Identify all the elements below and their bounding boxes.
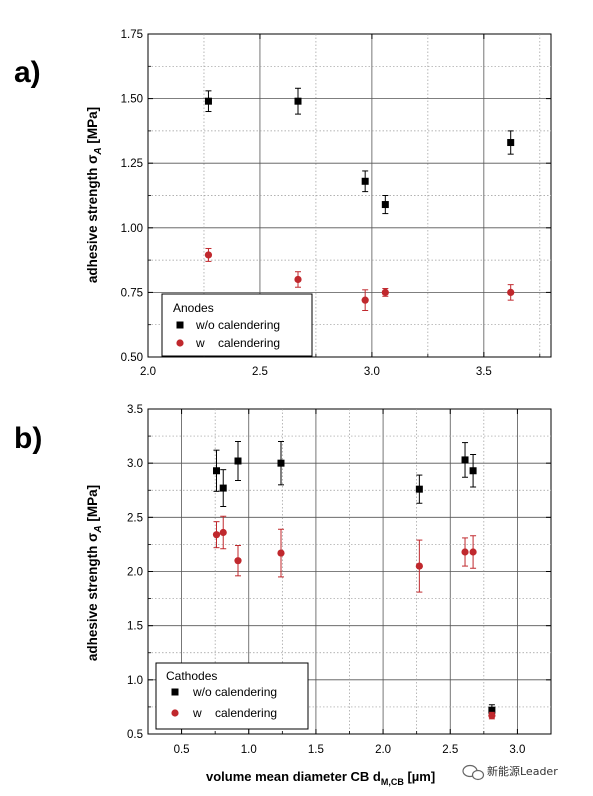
data-point-circle — [212, 531, 221, 539]
data-point-square — [213, 467, 221, 475]
y-axis-title: adhesive strength σA [MPa] — [85, 485, 104, 661]
data-point-square — [381, 201, 389, 209]
x-tick-label: 2.5 — [252, 366, 268, 378]
x-tick-label: 2.5 — [442, 744, 458, 756]
legend-box — [161, 293, 313, 357]
data-point-square — [294, 97, 302, 105]
x-tick-label: 3.0 — [364, 366, 380, 378]
data-point-circle — [488, 711, 496, 720]
legend-marker-square — [176, 321, 184, 329]
data-point-square — [415, 485, 423, 493]
chart-anodes: 2.0 2.5 3.0 3.50.500.751.001.251.501.75 a) … — [14, 29, 552, 378]
axis-ticks: 2.0 2.5 3.0 3.5 0.50 0.75 1.00 1.25 1.50 1.75 — [121, 29, 551, 378]
data-point-square — [204, 97, 212, 105]
legend-title: Anodes — [173, 301, 214, 315]
x-tick-label: 1.5 — [308, 744, 324, 756]
data-point-circle — [219, 528, 227, 537]
x-tick-label: 3.0 — [509, 744, 525, 756]
data-point-circle — [294, 275, 302, 284]
x-tick-label: 0.5 — [174, 744, 190, 756]
legend-entry-w: w calendering — [195, 336, 280, 350]
data-point-circle — [277, 549, 285, 557]
x-tick-label: 3.5 — [476, 366, 492, 378]
watermark: 新能源Leader — [462, 764, 558, 781]
data-point-square — [234, 457, 242, 465]
legend-marker-circle — [171, 709, 179, 717]
data-series — [204, 87, 515, 311]
data-point-circle — [204, 251, 213, 259]
x-axis-title: volume mean diameter CB dM,CB [µm] — [206, 769, 435, 787]
x-tick-label: 1.0 — [241, 744, 257, 756]
data-point-circle — [381, 288, 389, 296]
y-tick-label: 0.5 — [127, 729, 143, 741]
legend-marker-circle — [176, 339, 184, 347]
watermark-text: 新能源Leader — [487, 764, 558, 778]
data-point-square — [469, 467, 477, 475]
data-point-square — [488, 706, 496, 714]
data-point-square — [507, 139, 515, 147]
y-tick-label: 1.5 — [127, 621, 143, 633]
data-point-circle — [461, 548, 469, 556]
x-tick-label: 2.0 — [140, 366, 156, 378]
wechat-icon — [462, 764, 485, 781]
y-tick-label: 2.5 — [127, 512, 143, 524]
data-point-circle — [234, 557, 242, 565]
x-tick-label: 2.0 — [375, 744, 391, 756]
y-tick-label: 0.50 — [121, 352, 143, 364]
chart-cathodes: 0.5 1.0 1.5 2.0 2.5 3.00.51.01.52.02.53.03.5 … — [14, 404, 552, 787]
panel-label: a) — [14, 56, 41, 89]
y-tick-label: 1.25 — [121, 158, 143, 170]
data-point-square — [361, 177, 369, 185]
data-series — [212, 441, 496, 720]
y-tick-label: 3.5 — [127, 404, 143, 416]
data-point-square — [461, 456, 469, 464]
y-tick-label: 1.0 — [127, 675, 143, 687]
data-point-circle — [415, 562, 423, 570]
data-point-square — [277, 459, 285, 467]
legend-entry-wo: w/o calendering — [192, 685, 277, 699]
y-tick-label: 3.0 — [127, 458, 143, 470]
legend-title: Cathodes — [166, 669, 217, 683]
y-tick-label: 1.00 — [121, 223, 143, 235]
panel-label: b) — [14, 422, 42, 455]
y-axis-title: adhesive strength σA [MPa] — [85, 107, 104, 283]
data-point-square — [219, 484, 227, 492]
legend-entry-w: w calendering — [192, 706, 277, 720]
legend-marker-square — [171, 688, 179, 696]
legend-box — [155, 662, 309, 730]
data-point-circle — [469, 548, 477, 556]
axis-ticks: 0.5 1.0 1.5 2.0 2.5 3.0 0.5 1.0 1.5 2.0 2.5 3.0 3.5 — [127, 404, 551, 756]
legend-entry-wo: w/o calendering — [195, 318, 280, 332]
data-point-circle — [507, 288, 515, 296]
data-point-circle — [361, 296, 369, 304]
legend: Cathodes w/o calendering w calendering — [155, 662, 309, 730]
y-tick-label: 1.75 — [121, 29, 143, 41]
legend: Anodes w/o calendering w calendering — [161, 293, 313, 357]
y-tick-label: 0.75 — [121, 287, 143, 299]
y-tick-label: 2.0 — [127, 567, 143, 579]
y-tick-label: 1.50 — [121, 94, 143, 106]
